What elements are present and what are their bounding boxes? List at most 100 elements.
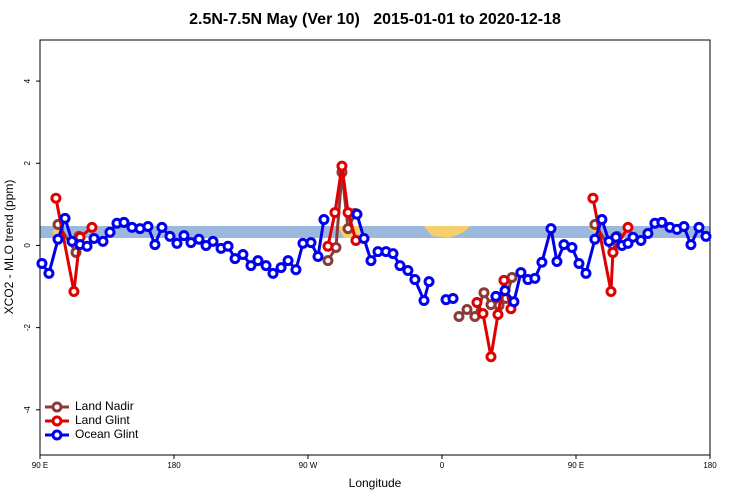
- point: [536, 256, 548, 268]
- x-tick-label: 180: [167, 461, 181, 470]
- y-tick-label: 4: [23, 78, 32, 83]
- point: [490, 290, 502, 302]
- point: [312, 251, 324, 263]
- point: [267, 267, 279, 279]
- point: [499, 285, 511, 297]
- point: [607, 246, 619, 258]
- point: [336, 160, 348, 172]
- point: [43, 267, 55, 279]
- point: [589, 233, 601, 245]
- point: [485, 351, 497, 363]
- point: [329, 207, 341, 219]
- point: [477, 308, 489, 320]
- point: [447, 292, 459, 304]
- point: [409, 274, 421, 286]
- land-mask: [52, 226, 600, 238]
- chart-title: 2.5N-7.5N May (Ver 10) 2015-01-01 to 202…: [189, 11, 561, 28]
- point: [260, 260, 272, 272]
- point: [423, 276, 435, 288]
- point: [498, 274, 510, 286]
- legend-marker: [51, 401, 63, 413]
- y-tick-label: 2: [23, 160, 32, 165]
- point: [545, 223, 557, 235]
- point: [68, 285, 80, 297]
- legend-marker: [51, 429, 63, 441]
- point: [88, 232, 100, 244]
- legend-marker: [51, 415, 63, 427]
- point: [508, 296, 520, 308]
- y-tick-label: -2: [23, 324, 32, 332]
- point: [700, 230, 712, 242]
- point: [635, 235, 647, 247]
- point: [529, 272, 541, 284]
- x-axis-title: Longitude: [349, 476, 402, 490]
- plot-frame: [39, 39, 711, 456]
- point: [461, 304, 473, 316]
- point: [492, 308, 504, 320]
- point: [305, 237, 317, 249]
- legend-label: Land Nadir: [75, 399, 134, 413]
- point: [245, 260, 257, 272]
- point: [149, 239, 161, 251]
- point: [610, 231, 622, 243]
- ocean-band: [40, 226, 710, 238]
- y-axis-title: XCO2 - MLO trend (ppm): [2, 180, 16, 315]
- point: [453, 311, 465, 323]
- point: [387, 248, 399, 260]
- point: [394, 260, 406, 272]
- point: [642, 228, 654, 240]
- point: [678, 221, 690, 233]
- point: [104, 226, 116, 238]
- point: [36, 258, 48, 270]
- point: [322, 255, 334, 267]
- point: [229, 253, 241, 265]
- x-tick-label: 90 E: [568, 461, 584, 470]
- point: [693, 221, 705, 233]
- point: [587, 192, 599, 204]
- x-tick-label: 0: [440, 461, 445, 470]
- point: [81, 240, 93, 252]
- point: [282, 255, 294, 267]
- point: [86, 221, 98, 233]
- point: [418, 295, 430, 307]
- y-tick-label: 0: [23, 243, 32, 248]
- x-tick-label: 180: [703, 461, 717, 470]
- point: [365, 255, 377, 267]
- point: [164, 230, 176, 242]
- point: [59, 212, 71, 224]
- point: [551, 255, 563, 267]
- point: [471, 297, 483, 309]
- y-tick-label: -4: [23, 406, 32, 414]
- point: [142, 221, 154, 233]
- point: [118, 216, 130, 228]
- point: [178, 230, 190, 242]
- point: [207, 235, 219, 247]
- point: [605, 285, 617, 297]
- point: [656, 216, 668, 228]
- point: [478, 287, 490, 299]
- point: [193, 233, 205, 245]
- point: [358, 232, 370, 244]
- legend-label: Ocean Glint: [75, 427, 139, 441]
- point: [351, 208, 363, 220]
- point: [596, 214, 608, 226]
- point: [237, 248, 249, 260]
- point: [52, 233, 64, 245]
- point: [156, 221, 168, 233]
- point: [515, 267, 527, 279]
- point: [573, 258, 585, 270]
- point: [97, 235, 109, 247]
- x-tick-label: 90 W: [299, 461, 318, 470]
- point: [290, 264, 302, 276]
- point: [622, 221, 634, 233]
- point: [342, 207, 354, 219]
- point: [402, 265, 414, 277]
- point: [222, 240, 234, 252]
- point: [318, 214, 330, 226]
- point: [171, 237, 183, 249]
- point: [275, 262, 287, 274]
- legend-label: Land Glint: [75, 413, 130, 427]
- x-tick-label: 90 E: [32, 461, 48, 470]
- point: [566, 242, 578, 253]
